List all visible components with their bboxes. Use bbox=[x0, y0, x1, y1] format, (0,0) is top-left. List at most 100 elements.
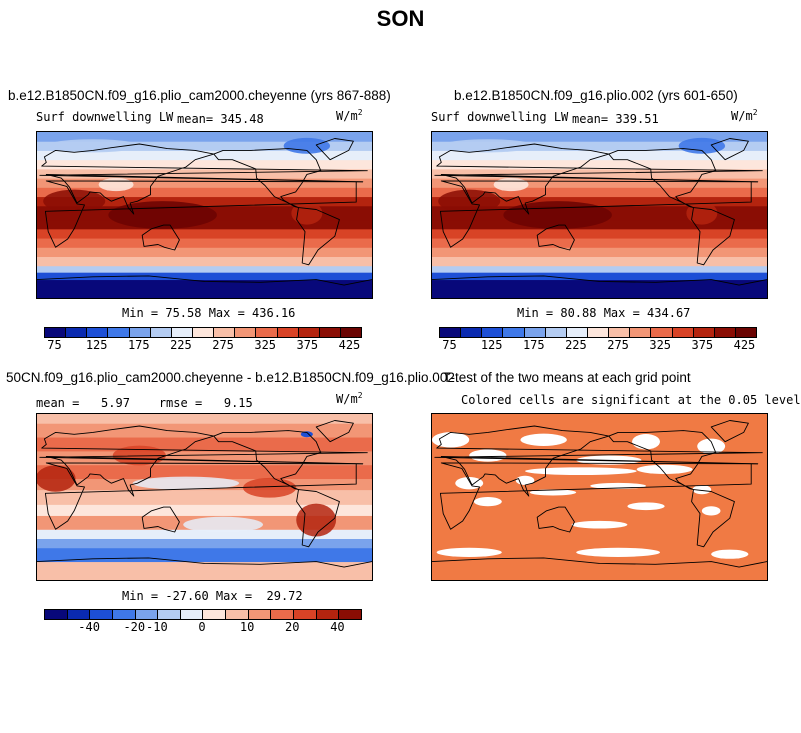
colorbar-tick-label: -40 bbox=[78, 620, 100, 634]
colorbar-swatch bbox=[67, 610, 91, 619]
non-significant-area bbox=[432, 432, 470, 448]
colorbar-swatch bbox=[108, 328, 130, 337]
non-significant-area bbox=[469, 449, 507, 462]
panel1-map bbox=[36, 131, 373, 299]
colorbar-tick-label: 175 bbox=[127, 338, 150, 352]
colorbar-tick-label: -10 bbox=[146, 620, 168, 634]
colorbar-tick-label: 75 bbox=[47, 338, 62, 352]
field-band bbox=[37, 265, 372, 273]
coastline bbox=[39, 425, 368, 497]
field-blob bbox=[493, 177, 529, 192]
panel2-units: W/m2 bbox=[731, 108, 758, 123]
panel1-title: b.e12.B1850CN.f09_g16.plio_cam2000.cheye… bbox=[8, 88, 391, 103]
coastline bbox=[432, 557, 767, 568]
field-band bbox=[432, 247, 767, 257]
field-blob bbox=[98, 177, 134, 192]
colorbar-swatch bbox=[45, 610, 68, 619]
field-band bbox=[37, 159, 372, 170]
colorbar-swatch bbox=[112, 610, 136, 619]
coastline bbox=[710, 138, 749, 161]
non-significant-area bbox=[520, 433, 567, 446]
coastline bbox=[39, 143, 368, 215]
panel4-title: T-test of the two means at each grid poi… bbox=[443, 370, 691, 385]
colorbar-swatch bbox=[66, 328, 88, 337]
colorbar-swatch bbox=[319, 328, 341, 337]
field-band bbox=[432, 279, 767, 298]
panel2-mean-label: mean= 339.51 bbox=[572, 112, 659, 126]
colorbar-swatch bbox=[277, 328, 299, 337]
coastline bbox=[37, 275, 372, 286]
colorbar-swatch bbox=[248, 610, 272, 619]
panel2-map-svg bbox=[432, 132, 767, 298]
field-band bbox=[37, 464, 372, 480]
field-band bbox=[37, 547, 372, 563]
field-blob bbox=[132, 476, 240, 490]
non-significant-area bbox=[473, 497, 502, 507]
colorbar-swatch bbox=[90, 610, 113, 619]
field-blob bbox=[503, 201, 612, 229]
field-band bbox=[432, 228, 767, 239]
colorbar-swatch bbox=[651, 328, 673, 337]
non-significant-area bbox=[525, 467, 637, 476]
colorbar-swatch bbox=[256, 328, 278, 337]
colorbar-swatch bbox=[129, 328, 151, 337]
field-band bbox=[37, 256, 372, 267]
colorbar-tick-label: 225 bbox=[565, 338, 587, 352]
colorbar-tick-label: 125 bbox=[480, 338, 503, 352]
field-blob bbox=[291, 201, 323, 225]
non-significant-area bbox=[632, 433, 660, 450]
field-band bbox=[432, 141, 767, 151]
panel3-map-svg bbox=[37, 414, 372, 580]
field-band bbox=[37, 247, 372, 257]
panel1-units: W/m2 bbox=[336, 108, 363, 123]
colorbar-tick-label: 175 bbox=[522, 338, 545, 352]
colorbar-swatch bbox=[587, 328, 610, 337]
field-band bbox=[37, 168, 372, 179]
coastline bbox=[536, 224, 575, 251]
field-band bbox=[432, 187, 767, 198]
colorbar-swatch bbox=[203, 610, 227, 619]
coastline bbox=[608, 148, 717, 209]
coastline bbox=[536, 506, 575, 533]
field-blob bbox=[441, 139, 535, 153]
coastline bbox=[434, 425, 763, 497]
panel1-min-max: Min = 75.58 Max = 436.16 bbox=[122, 306, 296, 320]
colorbar-tick-label: 425 bbox=[338, 338, 361, 352]
coastline bbox=[44, 462, 364, 530]
field-band bbox=[37, 196, 372, 207]
coastline bbox=[37, 557, 372, 568]
colorbar-tick-label: 0 bbox=[198, 620, 206, 634]
colorbar-tick-label: 325 bbox=[649, 338, 672, 352]
coastline bbox=[141, 224, 180, 251]
colorbar-swatch bbox=[214, 328, 236, 337]
colorbar-swatch bbox=[461, 328, 483, 337]
non-significant-area bbox=[692, 485, 712, 495]
field-band bbox=[432, 168, 767, 179]
colorbar-swatch bbox=[135, 610, 159, 619]
coastline bbox=[432, 275, 767, 286]
colorbar-swatch bbox=[545, 328, 567, 337]
field-band bbox=[37, 150, 372, 161]
panel1-mean-label: mean= 345.48 bbox=[177, 112, 264, 126]
colorbar-swatch bbox=[87, 328, 109, 337]
coastline bbox=[434, 143, 763, 215]
coastline bbox=[44, 180, 364, 248]
non-significant-area bbox=[711, 549, 749, 559]
coastline bbox=[439, 462, 759, 530]
colorbar-swatch bbox=[235, 328, 257, 337]
colorbar-swatch bbox=[171, 328, 193, 337]
coastline bbox=[315, 420, 354, 443]
colorbar-swatch bbox=[609, 328, 631, 337]
field-blob bbox=[283, 137, 331, 154]
colorbar-tick-label: 275 bbox=[212, 338, 234, 352]
non-significant-area bbox=[576, 547, 660, 557]
field-band bbox=[37, 228, 372, 239]
non-significant-area bbox=[436, 547, 502, 557]
coastline bbox=[691, 207, 735, 266]
colorbar-swatch bbox=[192, 328, 215, 337]
colorbar-swatch bbox=[503, 328, 525, 337]
coastline bbox=[710, 420, 749, 443]
field-band bbox=[432, 219, 767, 230]
panel4-map-svg bbox=[432, 414, 767, 580]
coastline bbox=[296, 207, 340, 266]
